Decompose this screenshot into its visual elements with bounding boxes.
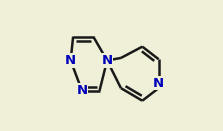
Text: N: N [76,84,87,97]
Text: N: N [101,54,113,67]
Text: N: N [153,77,164,90]
Text: N: N [65,54,76,67]
